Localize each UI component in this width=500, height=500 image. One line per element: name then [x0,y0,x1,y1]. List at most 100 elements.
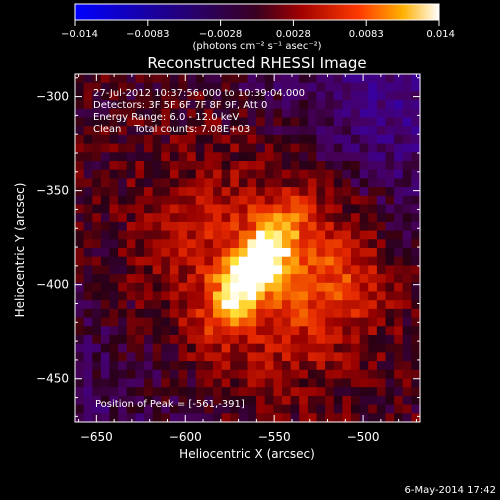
heatmap-cell [100,134,111,145]
heatmap-cell [100,152,111,162]
heatmap-cell [264,161,274,171]
heatmap-cell [75,395,85,406]
heatmap-cell [169,378,180,388]
heatmap-cell [109,82,119,92]
heatmap-cell [204,169,214,179]
heatmap-cell [221,187,231,197]
heatmap-cell [402,239,412,249]
heatmap-cell [333,152,343,162]
heatmap-cell [238,274,249,284]
heatmap-cell [144,395,154,406]
heatmap-cell [169,335,180,345]
heatmap-cell [247,378,257,388]
heatmap-cell [204,152,214,162]
heatmap-cell [187,335,197,345]
heatmap-cell [299,117,309,127]
heatmap-cell [238,74,249,84]
heatmap-cell [351,274,361,284]
heatmap-cell [264,230,274,240]
heatmap-cell [213,404,223,414]
heatmap-cell [351,134,361,145]
heatmap-cell [290,378,300,388]
heatmap-cell [359,274,369,284]
heatmap-cell [264,352,274,362]
heatmap-cell [273,239,283,249]
heatmap-cell [221,134,231,145]
heatmap-cell [118,178,128,188]
heatmap-cell [100,326,111,336]
heatmap-cell [195,161,205,171]
heatmap-cell [247,343,257,353]
heatmap-cell [256,161,266,171]
heatmap-cell [109,126,119,136]
heatmap-cell [368,239,378,249]
heatmap-cell [195,300,205,310]
heatmap-cell [221,369,231,380]
heatmap-cell [394,256,404,266]
heatmap-cell [256,326,266,336]
heatmap-cell [316,248,326,258]
heatmap-cell [307,413,318,423]
heatmap-cell [247,152,257,162]
heatmap-cell [359,300,369,310]
heatmap-cell [394,387,404,397]
heatmap-cell [342,352,352,362]
heatmap-cell [411,239,421,249]
heatmap-cell [411,352,421,362]
heatmap-cell [213,178,223,188]
heatmap-cell [195,82,205,92]
heatmap-cell [256,291,266,301]
heatmap-cell [187,100,197,110]
heatmap-cell [109,282,119,293]
heatmap-cell [256,404,266,414]
heatmap-cell [264,395,274,406]
heatmap-cell [282,178,292,188]
heatmap-cell [342,317,352,327]
heatmap-cell [221,169,231,179]
heatmap-cell [92,256,102,266]
heatmap-cell [195,291,205,301]
x-tick-label: −550 [258,430,291,444]
heatmap-cell [83,352,93,362]
heatmap-cell [264,82,274,92]
heatmap-cell [109,404,119,414]
heatmap-cell [333,126,343,136]
heatmap-cell [316,352,326,362]
heatmap-cell [402,413,412,423]
heatmap-cell [290,161,300,171]
heatmap-cell [230,395,240,406]
heatmap-cell [325,361,335,371]
heatmap-cell [325,256,335,266]
heatmap-cell [282,317,292,327]
heatmap-cell [376,213,387,223]
heatmap-cell [238,169,249,179]
heatmap-cell [333,308,343,319]
heatmap-cell [376,221,387,232]
heatmap-cell [333,395,343,406]
heatmap-cell [411,413,421,423]
heatmap-cell [351,82,361,92]
heatmap-cell [221,117,231,127]
heatmap-cell [273,274,283,284]
heatmap-cell [264,282,274,293]
heatmap-cell [152,395,162,406]
heatmap-cell [376,300,387,310]
heatmap-cell [126,169,136,179]
heatmap-cell [135,91,145,101]
heatmap-cell [376,291,387,301]
heatmap-cell [307,378,318,388]
heatmap-cell [351,413,361,423]
heatmap-cell [126,108,136,119]
heatmap-cell [333,361,343,371]
heatmap-cell [342,100,352,110]
heatmap-cell [394,117,404,127]
heatmap-cell [126,326,136,336]
heatmap-cell [264,361,274,371]
heatmap-cell [178,369,188,380]
heatmap-cell [83,308,93,319]
heatmap-cell [75,282,85,293]
heatmap-cell [161,213,171,223]
heatmap-cell [376,239,387,249]
heatmap-cell [256,413,266,423]
heatmap-cell [75,308,85,319]
